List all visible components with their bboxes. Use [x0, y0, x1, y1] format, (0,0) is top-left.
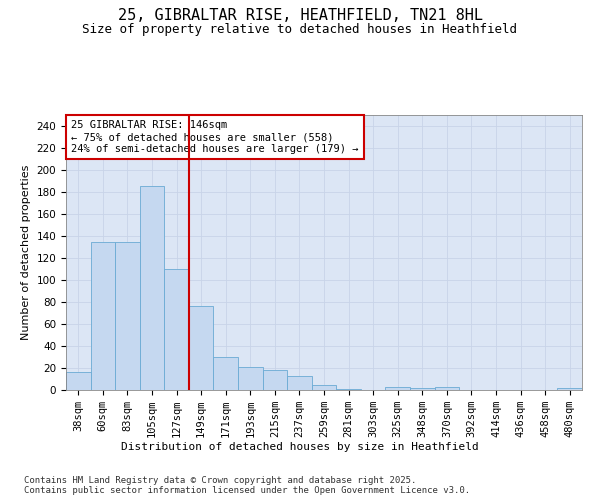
Bar: [385, 386, 410, 390]
Bar: [214, 357, 238, 390]
Y-axis label: Number of detached properties: Number of detached properties: [21, 165, 31, 340]
Bar: [189, 306, 214, 390]
Bar: [434, 386, 459, 390]
Text: Size of property relative to detached houses in Heathfield: Size of property relative to detached ho…: [83, 22, 517, 36]
Text: 25, GIBRALTAR RISE, HEATHFIELD, TN21 8HL: 25, GIBRALTAR RISE, HEATHFIELD, TN21 8HL: [118, 8, 482, 22]
Bar: [66, 372, 91, 390]
Bar: [557, 388, 582, 390]
Bar: [336, 389, 361, 390]
Bar: [263, 370, 287, 390]
Bar: [91, 242, 115, 390]
Text: Contains HM Land Registry data © Crown copyright and database right 2025.
Contai: Contains HM Land Registry data © Crown c…: [24, 476, 470, 495]
Bar: [238, 367, 263, 390]
Bar: [115, 242, 140, 390]
Bar: [140, 186, 164, 390]
Text: 25 GIBRALTAR RISE: 146sqm
← 75% of detached houses are smaller (558)
24% of semi: 25 GIBRALTAR RISE: 146sqm ← 75% of detac…: [71, 120, 359, 154]
Bar: [410, 388, 434, 390]
Bar: [312, 384, 336, 390]
Bar: [164, 269, 189, 390]
Text: Distribution of detached houses by size in Heathfield: Distribution of detached houses by size …: [121, 442, 479, 452]
Bar: [287, 376, 312, 390]
